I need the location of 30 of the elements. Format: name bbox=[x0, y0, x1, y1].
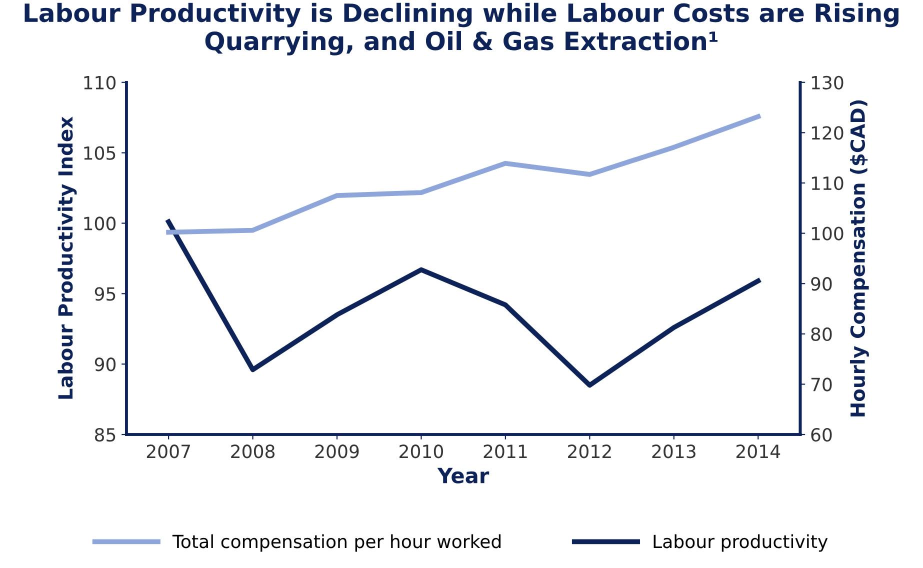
chart-title: Labour Productivity is Declining while Labour Costs are Rising Quarrying, and Oil & Gas Extraction¹ bbox=[24, 2, 898, 56]
line-series bbox=[166, 219, 761, 388]
y-axis-title: Labour Productivity Index bbox=[58, 116, 77, 399]
y2-tick-label: 100 bbox=[812, 226, 844, 240]
y2-tick-label: 120 bbox=[812, 126, 844, 140]
y2-tick-label: 130 bbox=[812, 76, 844, 90]
y2-tick-label: 80 bbox=[811, 327, 832, 342]
x-tick-label: 2009 bbox=[315, 444, 359, 458]
y2-axis-title: Hourly Compensation ($CAD) bbox=[850, 100, 869, 416]
x-tick-label: 2012 bbox=[568, 444, 611, 458]
y-tick-label: 90 bbox=[94, 358, 116, 372]
line-series bbox=[166, 114, 761, 235]
x-tick-label: 2007 bbox=[146, 444, 190, 458]
y-tick-label: 100 bbox=[84, 216, 116, 230]
x-axis-title: Year bbox=[437, 468, 490, 484]
legend-label: Labour productivity bbox=[654, 534, 828, 552]
y-tick-label: 85 bbox=[94, 428, 116, 442]
x-tick-label: 2011 bbox=[484, 444, 527, 458]
y2-tick-label: 90 bbox=[811, 277, 832, 291]
y-tick-label: 105 bbox=[84, 146, 116, 160]
y2-tick-label: 70 bbox=[811, 378, 832, 392]
legend-label: Total compensation per hour worked bbox=[172, 534, 501, 552]
x-tick-label: 2014 bbox=[736, 444, 780, 458]
x-tick-label: 2013 bbox=[652, 444, 696, 458]
y-tick-label: 95 bbox=[94, 287, 116, 301]
y-tick-label: 110 bbox=[84, 76, 116, 90]
y2-tick-label: 60 bbox=[811, 428, 832, 442]
x-tick-label: 2008 bbox=[231, 444, 275, 458]
x-tick-label: 2010 bbox=[400, 444, 444, 458]
y2-tick-label: 110 bbox=[812, 176, 844, 190]
